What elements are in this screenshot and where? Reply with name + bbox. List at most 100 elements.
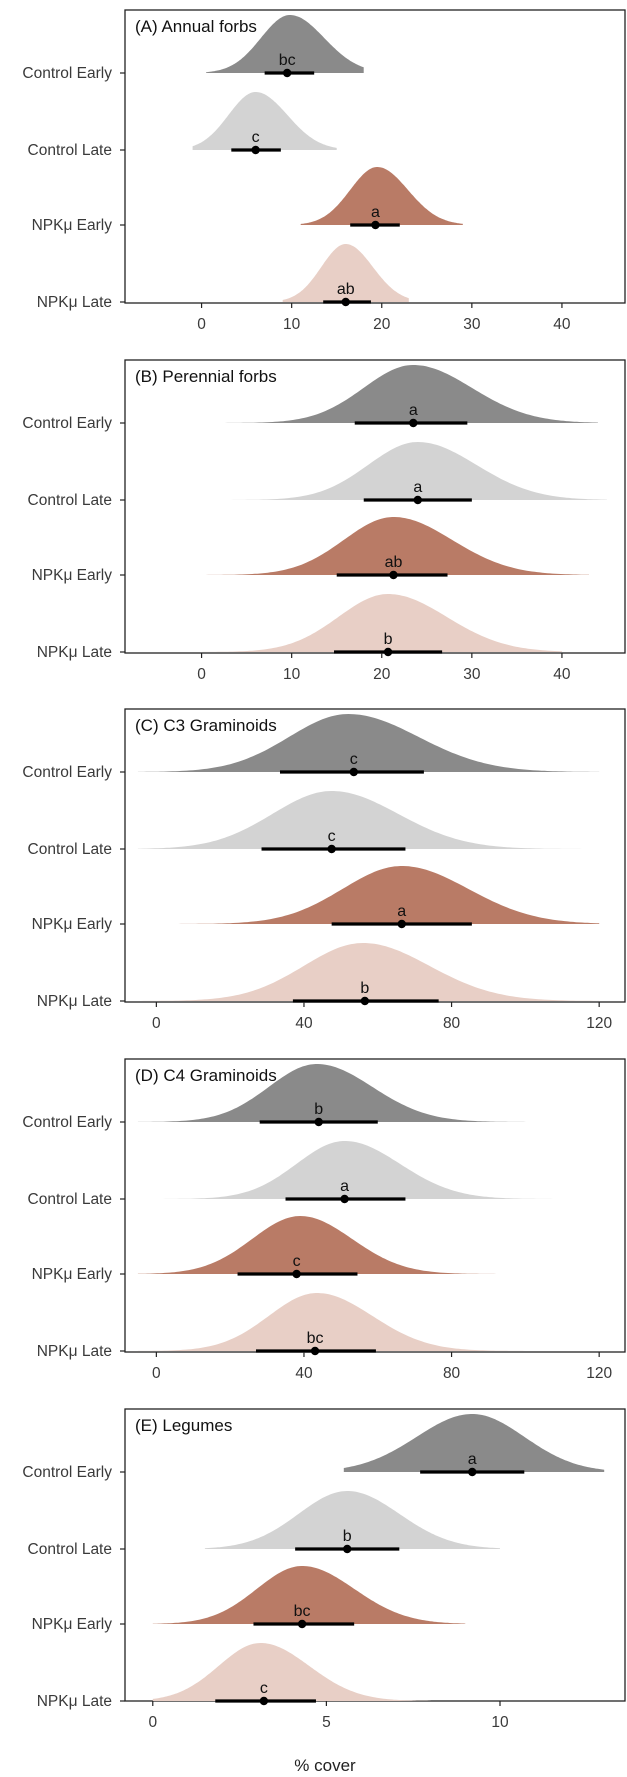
- density-ridge: [192, 92, 337, 150]
- y-tick-label: NPKμ Late: [37, 1693, 112, 1710]
- y-tick-label: NPKμ Early: [32, 916, 113, 933]
- x-tick-label: 5: [322, 1714, 331, 1731]
- density-ridge: [206, 15, 364, 73]
- point-estimate: [360, 996, 370, 1006]
- significance-letter: b: [384, 631, 393, 648]
- y-tick-label: Control Early: [22, 415, 112, 432]
- x-tick-label: 40: [553, 666, 571, 683]
- x-tick-label: 80: [443, 1015, 461, 1032]
- significance-letter: c: [293, 1253, 301, 1270]
- density-ridge: [137, 1216, 526, 1274]
- density-ridge: [174, 365, 598, 423]
- density-ridge: [137, 791, 600, 849]
- point-estimate: [389, 570, 398, 580]
- y-tick-label: NPKμ Late: [37, 1343, 112, 1360]
- x-tick-label: 30: [463, 666, 481, 683]
- x-tick-label: 20: [373, 666, 391, 683]
- y-tick-label: NPKμ Late: [37, 993, 112, 1010]
- significance-letter: a: [468, 1451, 477, 1468]
- significance-letter: c: [260, 1680, 268, 1697]
- panel-3: c Control Early c Control Late a NPKμ Early b N…: [22, 708, 626, 1032]
- point-estimate: [259, 1696, 269, 1706]
- density-ridge: [300, 167, 463, 225]
- significance-letter: c: [252, 129, 260, 146]
- density-ridge: [152, 1566, 466, 1624]
- y-tick-label: NPKμ Early: [32, 567, 113, 584]
- y-tick-label: NPKμ Late: [37, 644, 112, 661]
- significance-letter: a: [409, 402, 418, 419]
- panel-1: bc Control Early c Control Late a NPKμ Early a…: [22, 9, 626, 333]
- y-tick-label: Control Early: [22, 1464, 112, 1481]
- x-tick-label: 0: [148, 1714, 157, 1731]
- x-tick-label: 0: [152, 1015, 161, 1032]
- panel-2: a Control Early a Control Late ab NPKμ Early b…: [22, 359, 626, 683]
- y-tick-label: Control Late: [28, 492, 112, 509]
- panel-5: a Control Early b Control Late bc NPKμ Early c…: [22, 1408, 626, 1775]
- x-tick-label: 120: [586, 1365, 612, 1382]
- panel-title: (A) Annual forbs: [135, 17, 257, 36]
- point-estimate: [397, 919, 406, 929]
- density-ridge: [174, 594, 562, 652]
- x-tick-label: 40: [295, 1365, 313, 1382]
- x-tick-label: 40: [295, 1015, 313, 1032]
- significance-letter: b: [314, 1101, 323, 1118]
- point-estimate: [251, 145, 260, 155]
- point-estimate: [371, 220, 380, 230]
- y-tick-label: NPKμ Late: [37, 294, 112, 311]
- density-ridge: [343, 1414, 605, 1472]
- x-tick-label: 120: [586, 1015, 612, 1032]
- significance-letter: bc: [294, 1603, 311, 1620]
- density-ridge: [137, 866, 600, 924]
- y-tick-label: Control Early: [22, 1114, 112, 1131]
- density-ridge: [137, 1141, 581, 1199]
- point-estimate: [468, 1467, 477, 1477]
- point-estimate: [327, 844, 336, 854]
- x-tick-label: 40: [553, 316, 571, 333]
- significance-letter: bc: [307, 1330, 324, 1347]
- density-ridge: [137, 714, 600, 772]
- density-ridge: [204, 1491, 500, 1549]
- y-tick-label: NPKμ Early: [32, 1616, 113, 1633]
- y-tick-label: Control Early: [22, 764, 112, 781]
- panel-frame: [124, 1408, 626, 1702]
- significance-letter: a: [371, 204, 380, 221]
- significance-letter: a: [340, 1178, 349, 1195]
- density-ridge: [152, 1643, 431, 1701]
- y-tick-label: Control Early: [22, 65, 112, 82]
- x-tick-label: 10: [491, 1714, 509, 1731]
- y-tick-label: Control Late: [28, 1191, 112, 1208]
- point-estimate: [409, 418, 418, 428]
- panel-title: (E) Legumes: [135, 1416, 232, 1435]
- x-tick-label: 0: [197, 666, 206, 683]
- panel-title: (C) C3 Graminoids: [135, 716, 277, 735]
- density-ridge: [137, 1293, 563, 1351]
- point-estimate: [282, 68, 292, 78]
- point-estimate: [383, 647, 393, 657]
- x-tick-label: 20: [373, 316, 391, 333]
- point-estimate: [340, 1194, 349, 1204]
- y-tick-label: NPKμ Early: [32, 217, 113, 234]
- density-ridge: [174, 442, 607, 500]
- significance-letter: bc: [279, 52, 296, 69]
- significance-letter: ab: [337, 281, 355, 298]
- x-axis-title: % cover: [294, 1756, 356, 1775]
- significance-letter: c: [350, 751, 358, 768]
- significance-letter: a: [397, 903, 406, 920]
- point-estimate: [343, 1544, 352, 1554]
- panel-4: b Control Early a Control Late c NPKμ Early bc…: [22, 1058, 626, 1382]
- significance-letter: b: [343, 1528, 352, 1545]
- point-estimate: [314, 1117, 323, 1127]
- density-ridge: [282, 244, 409, 302]
- point-estimate: [297, 1619, 307, 1629]
- point-estimate: [341, 297, 350, 307]
- density-ridge: [174, 517, 589, 575]
- panel-title: (B) Perennial forbs: [135, 367, 277, 386]
- significance-letter: b: [360, 980, 369, 997]
- significance-letter: a: [413, 479, 422, 496]
- x-tick-label: 0: [197, 316, 206, 333]
- point-estimate: [292, 1269, 301, 1279]
- significance-letter: ab: [385, 554, 403, 571]
- x-tick-label: 10: [283, 316, 301, 333]
- point-estimate: [413, 495, 422, 505]
